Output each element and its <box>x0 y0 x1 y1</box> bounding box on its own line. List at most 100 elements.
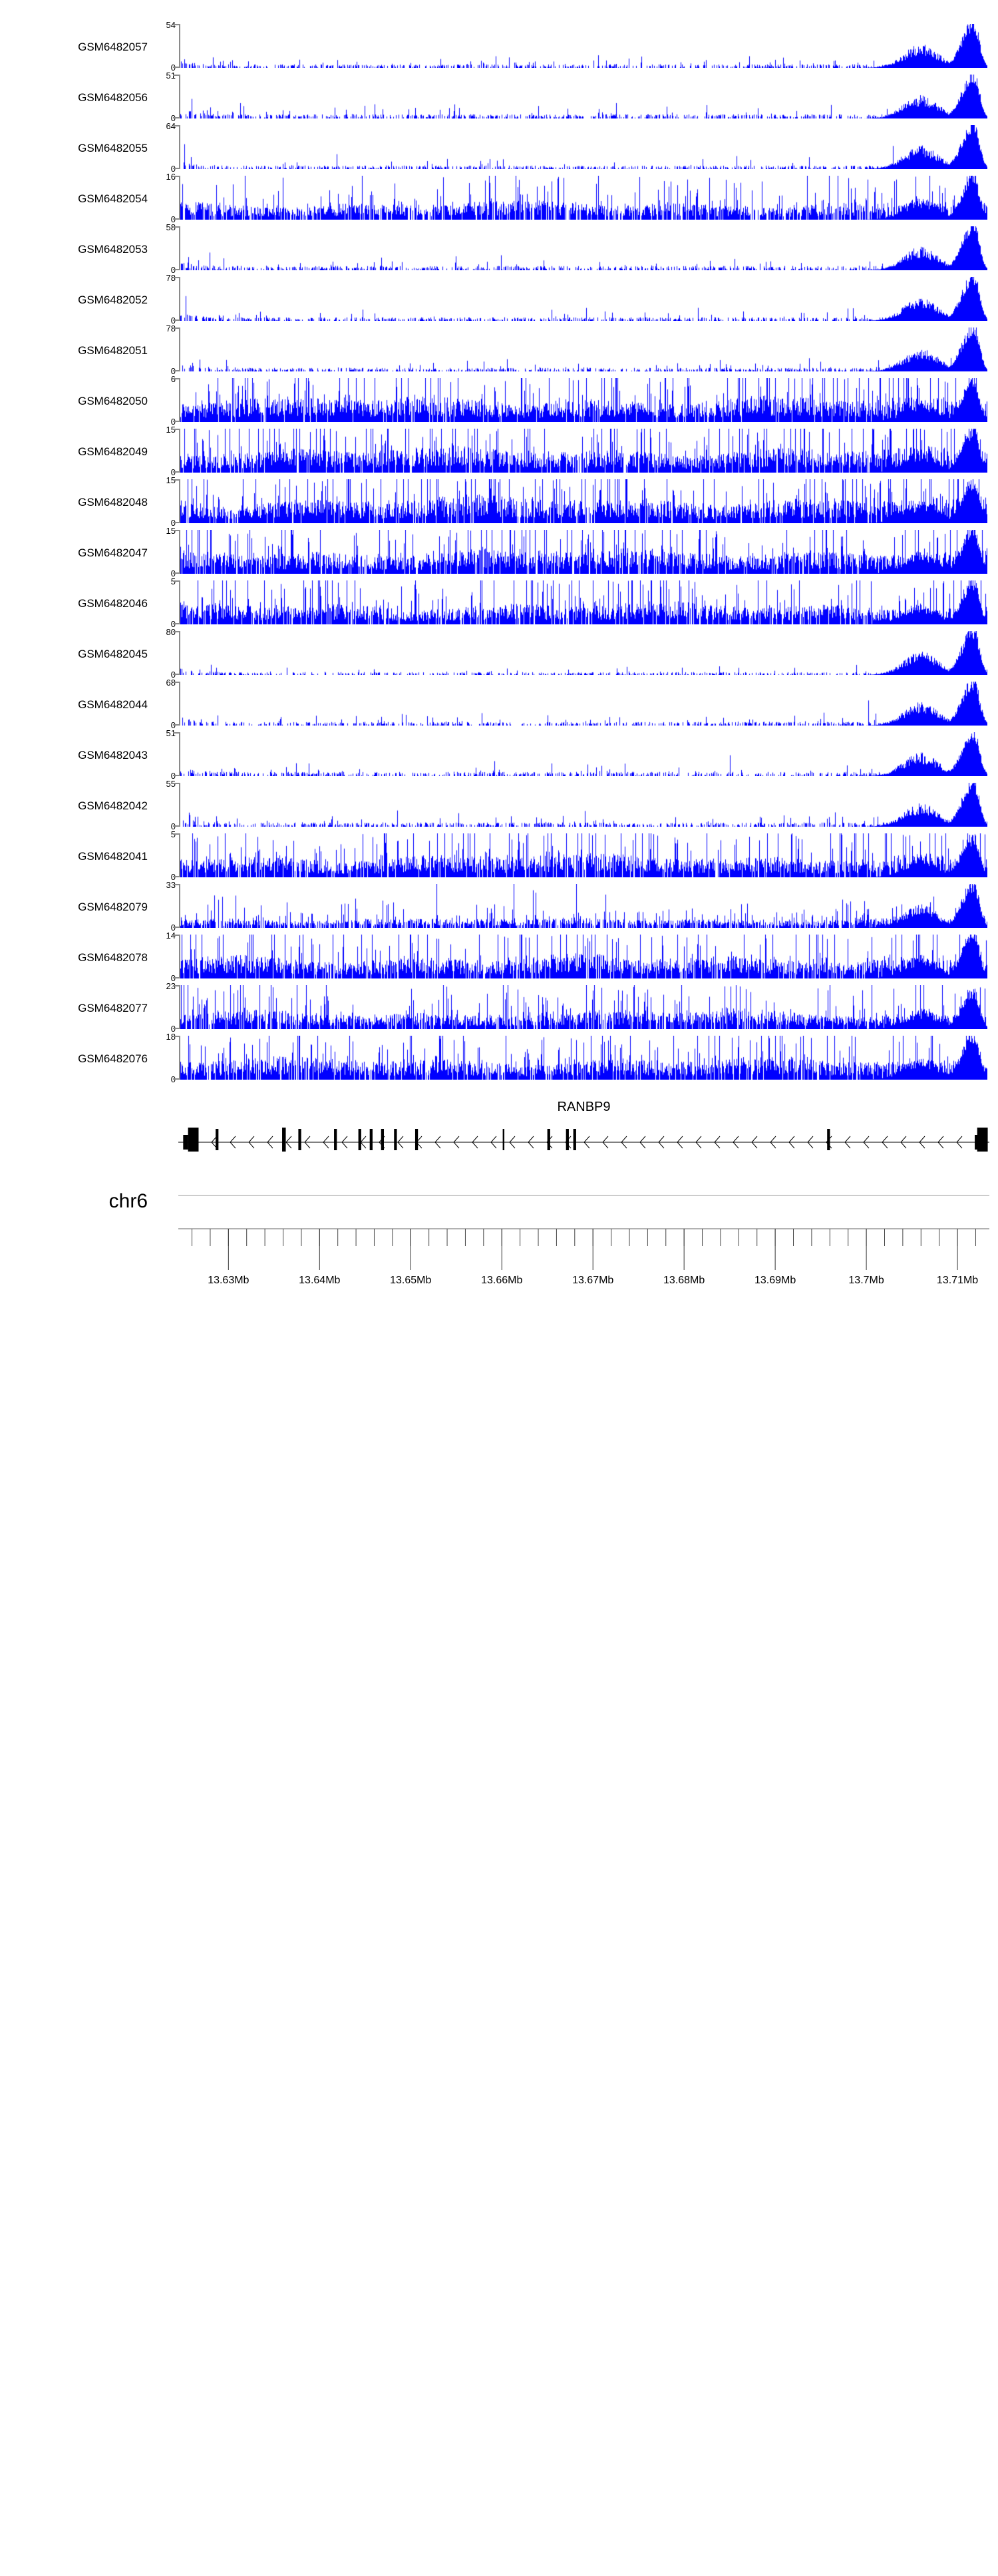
y-axis-line <box>179 783 180 827</box>
coverage-plot-area <box>180 429 987 473</box>
coverage-signal-canvas <box>180 226 987 270</box>
track-label-GSM6482042: GSM6482042 <box>78 799 148 812</box>
coverage-track: GSM6482055640 <box>0 121 998 176</box>
strand-arrow-icon <box>639 1136 646 1149</box>
y-axis-tick-min <box>173 471 180 473</box>
strand-arrow-icon <box>248 1136 255 1149</box>
gene-structure-svg <box>178 1128 989 1152</box>
coverage-track: GSM6482054160 <box>0 172 998 226</box>
strand-arrow-icon <box>621 1136 627 1149</box>
y-axis-max-label: 16 <box>166 172 176 182</box>
strand-arrow-icon <box>788 1136 795 1149</box>
y-axis-min-label: 0 <box>152 1075 176 1084</box>
coverage-signal-canvas <box>180 783 987 827</box>
track-label-GSM6482079: GSM6482079 <box>78 901 148 913</box>
coverage-plot-area <box>180 75 987 118</box>
strand-arrow-icon <box>658 1136 665 1149</box>
y-axis-tick-max <box>173 75 180 76</box>
y-axis-max-label: 64 <box>166 121 176 131</box>
coverage-track: GSM6482056510 <box>0 71 998 125</box>
strand-arrow-icon <box>919 1136 925 1149</box>
strand-arrow-icon <box>733 1136 739 1149</box>
y-axis-tick-max <box>173 226 180 228</box>
axis-tick-label: 13.64Mb <box>299 1275 340 1286</box>
y-axis-tick-min <box>173 1028 180 1029</box>
strand-arrow-icon <box>807 1136 814 1149</box>
coverage-track: GSM6482078140 <box>0 931 998 985</box>
strand-arrow-icon <box>900 1136 907 1149</box>
track-label-GSM6482051: GSM6482051 <box>78 344 148 357</box>
coverage-signal-canvas <box>180 884 987 928</box>
coverage-signal-canvas <box>180 530 987 574</box>
coverage-signal-canvas <box>180 833 987 877</box>
coverage-plot-area <box>180 24 987 68</box>
y-axis-tick-max <box>173 378 180 379</box>
gene-exon <box>566 1129 569 1150</box>
coverage-signal-canvas <box>180 176 987 220</box>
y-axis-line <box>179 176 180 220</box>
axis-tick-label: 13.65Mb <box>390 1275 431 1286</box>
strand-arrow-icon <box>360 1136 367 1149</box>
strand-arrow-icon <box>267 1136 273 1149</box>
coverage-plot-area <box>180 378 987 422</box>
y-axis-tick-max <box>173 985 180 986</box>
y-axis-max-label: 18 <box>166 1032 176 1042</box>
strand-arrow-icon <box>304 1136 311 1149</box>
coverage-plot-area <box>180 631 987 675</box>
coverage-signal-canvas <box>180 631 987 675</box>
y-axis-line <box>179 631 180 675</box>
y-axis-max-label: 78 <box>166 273 176 283</box>
strand-arrow-icon <box>770 1136 776 1149</box>
y-axis-max-label: 23 <box>166 981 176 991</box>
coverage-track: GSM6482043510 <box>0 728 998 783</box>
coverage-plot-area <box>180 580 987 624</box>
axis-tick-label: 13.68Mb <box>663 1275 705 1286</box>
strand-arrow-icon <box>695 1136 702 1149</box>
y-axis-tick-max <box>173 580 180 582</box>
y-axis-tick-min <box>173 572 180 574</box>
strand-arrow-icon <box>546 1136 553 1149</box>
y-axis-tick-min <box>173 623 180 624</box>
strand-arrow-icon <box>230 1136 236 1149</box>
coverage-signal-canvas <box>180 682 987 726</box>
coverage-signal-canvas <box>180 378 987 422</box>
coverage-plot-area <box>180 985 987 1029</box>
y-axis-max-label: 14 <box>166 931 176 941</box>
strand-arrow-icon <box>528 1136 534 1149</box>
y-axis-line <box>179 277 180 321</box>
y-axis-line <box>179 580 180 624</box>
track-label-GSM6482053: GSM6482053 <box>78 243 148 256</box>
gene-exon <box>415 1129 418 1150</box>
coverage-plot-area <box>180 732 987 776</box>
y-axis-line <box>179 682 180 726</box>
y-axis-tick-max <box>173 125 180 126</box>
y-axis-line <box>179 833 180 877</box>
y-axis-max-label: 15 <box>166 526 176 536</box>
y-axis-max-label: 58 <box>166 222 176 232</box>
coverage-plot-area <box>180 833 987 877</box>
track-label-GSM6482056: GSM6482056 <box>78 91 148 104</box>
coverage-plot-area <box>180 226 987 270</box>
coverage-track: GSM6482077230 <box>0 981 998 1036</box>
y-axis-tick-min <box>173 117 180 118</box>
y-axis-max-label: 15 <box>166 475 176 485</box>
axis-tick-label: 13.63Mb <box>208 1275 249 1286</box>
gene-utr-block <box>975 1135 981 1150</box>
track-label-GSM6482046: GSM6482046 <box>78 597 148 610</box>
y-axis-line <box>179 732 180 776</box>
y-axis-line <box>179 1036 180 1080</box>
coverage-track: GSM648205060 <box>0 375 998 429</box>
y-axis-line <box>179 530 180 574</box>
strand-arrow-icon <box>751 1136 758 1149</box>
y-axis-tick-max <box>173 1036 180 1037</box>
strand-arrow-icon <box>472 1136 478 1149</box>
y-axis-tick-max <box>173 277 180 278</box>
y-axis-max-label: 51 <box>166 728 176 738</box>
axis-tick-label: 13.7Mb <box>848 1275 884 1286</box>
coverage-track: GSM6482044680 <box>0 678 998 732</box>
y-axis-max-label: 55 <box>166 779 176 789</box>
coverage-signal-canvas <box>180 479 987 523</box>
y-axis-tick-min <box>173 522 180 523</box>
y-axis-tick-min <box>173 168 180 169</box>
y-axis-line <box>179 226 180 270</box>
